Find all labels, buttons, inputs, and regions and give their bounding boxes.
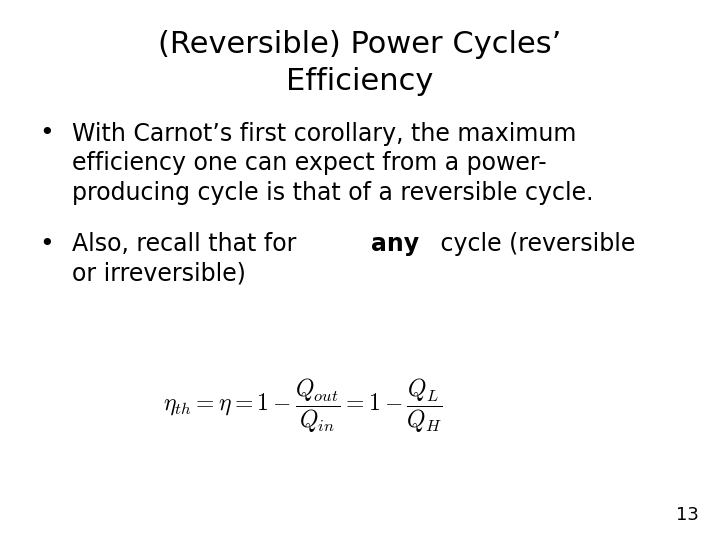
- Text: (Reversible) Power Cycles’: (Reversible) Power Cycles’: [158, 30, 562, 59]
- Text: cycle (reversible: cycle (reversible: [433, 232, 636, 256]
- Text: With Carnot’s first corollary, the maximum: With Carnot’s first corollary, the maxim…: [72, 122, 577, 145]
- Text: Also, recall that for: Also, recall that for: [72, 232, 304, 256]
- Text: or irreversible): or irreversible): [72, 262, 246, 286]
- Text: •: •: [40, 122, 54, 145]
- Text: any: any: [372, 232, 419, 256]
- Text: efficiency one can expect from a power-: efficiency one can expect from a power-: [72, 151, 546, 175]
- Text: •: •: [40, 232, 54, 256]
- Text: 13: 13: [675, 506, 698, 524]
- Text: $\eta_{th} = \eta = 1 - \dfrac{Q_{out}}{Q_{in}} = 1 - \dfrac{Q_L}{Q_H}$: $\eta_{th} = \eta = 1 - \dfrac{Q_{out}}{…: [163, 378, 442, 435]
- Text: producing cycle is that of a reversible cycle.: producing cycle is that of a reversible …: [72, 181, 593, 205]
- Text: Efficiency: Efficiency: [287, 68, 433, 97]
